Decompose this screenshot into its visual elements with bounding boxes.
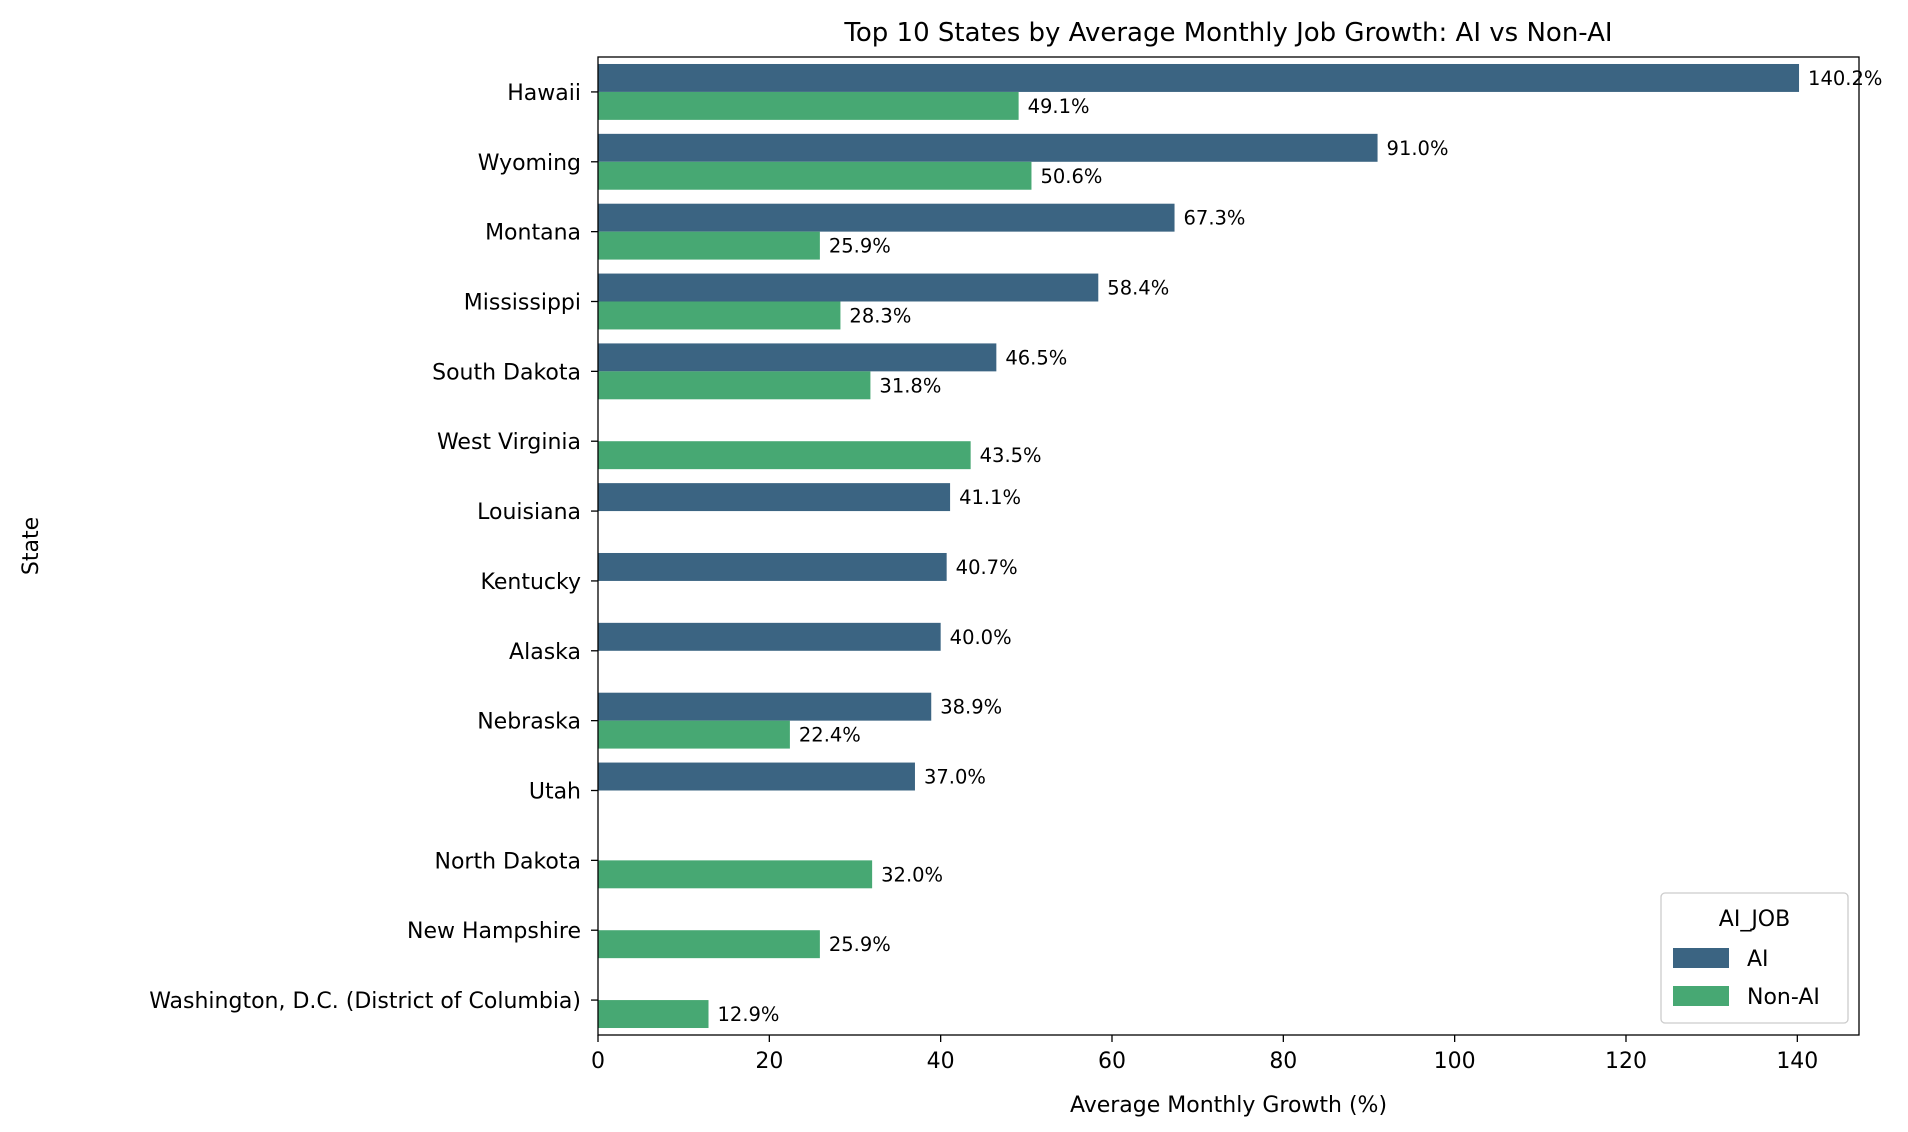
data-labels-group: 140.2% 91.0% 67.3% 58.4% 46.5% 41.1% 40.7% 40.0… <box>718 67 1883 1026</box>
y-axis-ticks: Hawaii Wyoming Montana Mississippi South Dak… <box>149 81 598 1014</box>
data-label-non-ai: 31.8% <box>879 374 941 397</box>
data-label-non-ai: 25.9% <box>829 235 891 258</box>
data-label-ai: 91.0% <box>1387 137 1449 160</box>
legend-label-ai: AI <box>1747 947 1769 972</box>
legend-swatch-non-ai <box>1673 986 1729 1006</box>
bar-ai <box>598 622 941 651</box>
data-label-non-ai: 50.6% <box>1040 165 1102 188</box>
bar-non-ai <box>598 161 1032 190</box>
bar-ai <box>598 762 915 791</box>
bar-non-ai <box>598 930 820 959</box>
bar-ai <box>598 552 947 581</box>
bar-non-ai <box>598 371 871 400</box>
bar-ai <box>598 343 997 372</box>
legend: AI_JOB AI Non-AI <box>1660 892 1849 1024</box>
y-tick-label: Hawaii <box>507 81 581 106</box>
y-tick-label: North Dakota <box>435 849 581 874</box>
data-label-non-ai: 49.1% <box>1028 95 1090 118</box>
y-tick-label: Montana <box>485 221 581 246</box>
x-tick-label: 0 <box>591 1049 605 1074</box>
data-label-non-ai: 32.0% <box>881 863 943 886</box>
data-label-non-ai: 25.9% <box>829 933 891 956</box>
data-label-non-ai: 28.3% <box>849 304 911 327</box>
data-label-ai: 37.0% <box>924 766 986 789</box>
x-tick-label: 140 <box>1776 1049 1818 1074</box>
y-tick-label: New Hampshire <box>407 919 581 944</box>
data-label-non-ai: 12.9% <box>718 1003 780 1026</box>
x-tick-label: 40 <box>927 1049 955 1074</box>
legend-title: AI_JOB <box>1719 907 1790 932</box>
bar-non-ai <box>598 231 820 260</box>
x-axis-label: Average Monthly Growth (%) <box>1070 1093 1387 1118</box>
x-tick-label: 120 <box>1605 1049 1647 1074</box>
data-label-non-ai: 43.5% <box>980 444 1042 467</box>
y-tick-label: Alaska <box>509 640 581 665</box>
data-label-ai: 40.0% <box>950 626 1012 649</box>
bar-non-ai <box>598 860 873 889</box>
y-tick-label: Wyoming <box>478 151 581 176</box>
y-tick-label: Mississippi <box>464 291 581 316</box>
data-label-ai: 46.5% <box>1005 346 1067 369</box>
y-tick-label: Nebraska <box>477 710 581 735</box>
bar-ai <box>598 273 1099 302</box>
data-label-non-ai: 22.4% <box>799 724 861 747</box>
bar-ai <box>598 63 1800 92</box>
bar-ai <box>598 692 932 721</box>
y-tick-label: Utah <box>529 780 581 805</box>
x-tick-label: 60 <box>1098 1049 1126 1074</box>
chart-title: Top 10 States by Average Monthly Job Gro… <box>843 18 1612 48</box>
bar-ai <box>598 133 1378 162</box>
legend-swatch-ai <box>1673 948 1729 968</box>
data-label-ai: 38.9% <box>940 696 1002 719</box>
y-tick-label: West Virginia <box>437 430 581 455</box>
bar-non-ai <box>598 441 971 470</box>
bar-non-ai <box>598 301 841 330</box>
x-axis-ticks: 0 20 40 60 80 100 120 140 <box>591 1035 1818 1074</box>
data-label-ai: 41.1% <box>959 486 1021 509</box>
data-label-ai: 67.3% <box>1184 207 1246 230</box>
y-tick-label: South Dakota <box>432 360 581 385</box>
y-tick-label: Washington, D.C. (District of Columbia) <box>149 989 581 1014</box>
bar-ai <box>598 483 951 512</box>
legend-label-non-ai: Non-AI <box>1747 985 1820 1010</box>
bar-ai <box>598 203 1175 232</box>
bar-non-ai <box>598 720 790 749</box>
bar-non-ai <box>598 1000 709 1029</box>
y-tick-label: Louisiana <box>477 500 581 525</box>
x-tick-label: 80 <box>1269 1049 1297 1074</box>
plot-frame-rect <box>597 56 1860 1036</box>
data-label-ai: 40.7% <box>956 556 1018 579</box>
data-label-ai: 58.4% <box>1107 277 1169 300</box>
bar-non-ai <box>598 91 1019 120</box>
y-tick-label: Kentucky <box>481 570 581 595</box>
x-tick-label: 100 <box>1434 1049 1476 1074</box>
data-label-ai: 140.2% <box>1808 67 1882 90</box>
plot-frame <box>597 56 1860 1036</box>
bars-group <box>598 63 1800 1029</box>
x-tick-label: 20 <box>755 1049 783 1074</box>
y-axis-label: State <box>19 517 44 575</box>
